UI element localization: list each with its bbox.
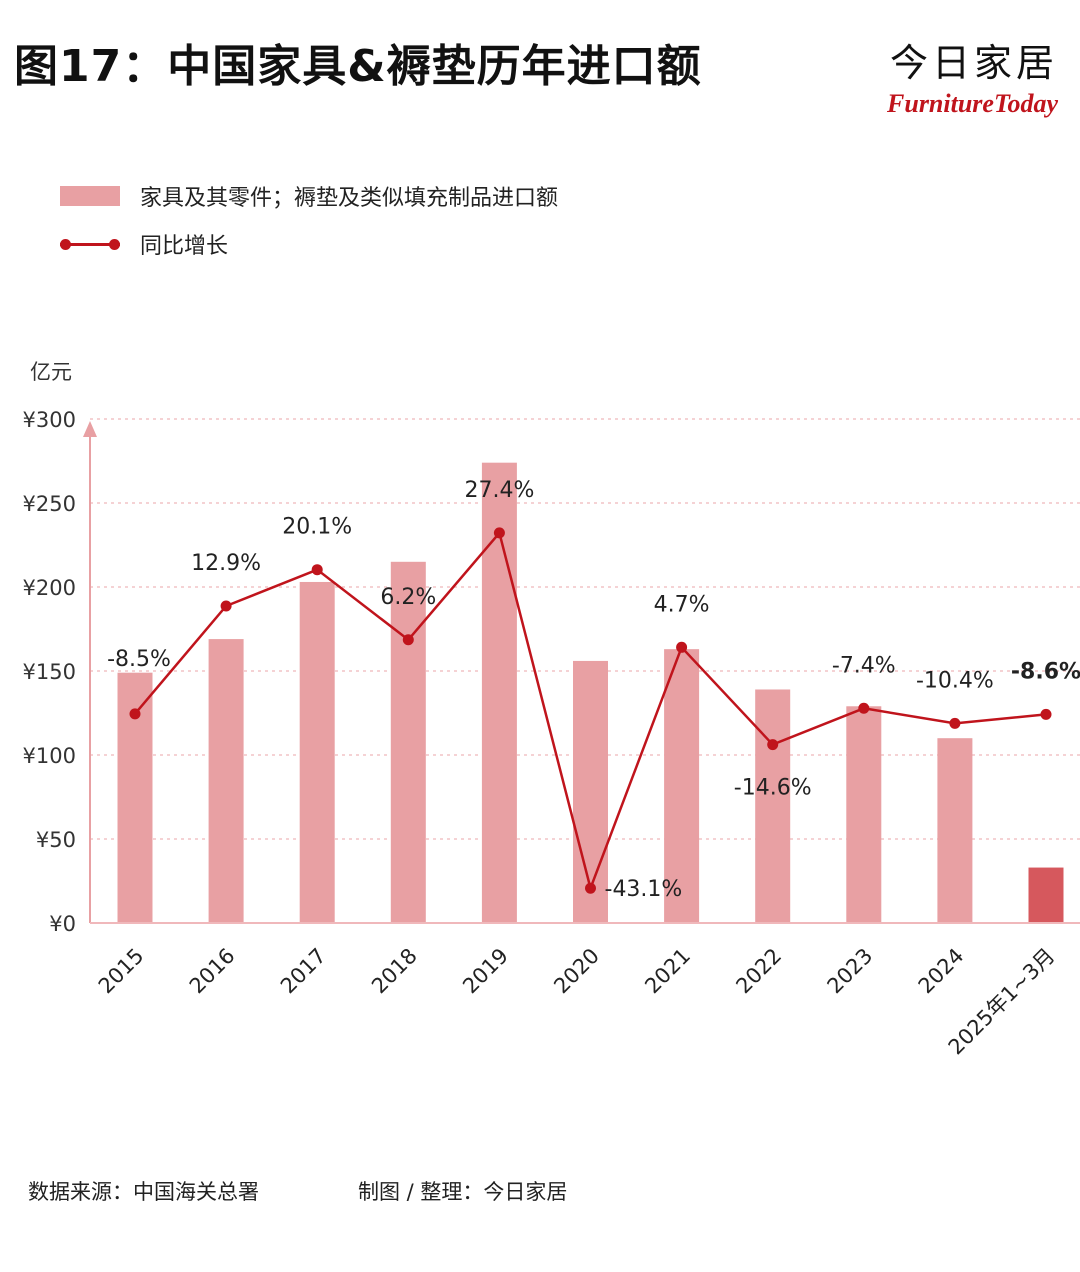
- y-tick-label: ¥150: [23, 660, 76, 684]
- x-tick-label: 2016: [185, 944, 240, 999]
- y-axis-arrow: [83, 421, 97, 437]
- y-tick-label: ¥200: [23, 576, 76, 600]
- growth-label-2023: -7.4%: [832, 653, 896, 678]
- brand-name-cn: 今日家居: [889, 41, 1058, 85]
- x-tick-label: 2017: [276, 944, 331, 999]
- chart-plot: ¥300 ¥250 ¥200 ¥150 ¥100 ¥50 ¥0 2015 2016 2017 201…: [23, 408, 1080, 1059]
- growth-point-2018: [402, 634, 414, 646]
- growth-label-2024: -10.4%: [916, 668, 994, 693]
- bar-2023: [846, 706, 882, 923]
- brand-logo: 今日家居 FurnitureToday: [887, 32, 1058, 119]
- x-tick-label: 2019: [458, 944, 513, 999]
- growth-label-2016: 12.9%: [191, 551, 261, 576]
- footer-credit: 制图 / 整理：今日家居: [358, 1180, 568, 1204]
- footer-source: 数据来源：中国海关总署: [28, 1180, 259, 1204]
- bar-2021: [664, 649, 700, 923]
- growth-label-2022: -14.6%: [734, 776, 812, 801]
- y-tick-label: ¥0: [49, 912, 76, 936]
- legend-bar-label: 家具及其零件；褥垫及类似填充制品进口额: [140, 186, 559, 211]
- legend-bar-swatch: [60, 186, 120, 206]
- growth-label-2018: 6.2%: [380, 585, 436, 610]
- x-tick-label: 2015: [94, 944, 149, 999]
- bar-2024: [937, 738, 973, 923]
- bar-2018: [390, 561, 426, 923]
- bar-2020: [573, 660, 608, 923]
- bar-2025年1~3月: [1028, 867, 1064, 923]
- y-tick-label: ¥50: [36, 828, 76, 852]
- x-tick-label: 2021: [640, 944, 695, 999]
- bar-2017: [299, 581, 335, 923]
- growth-point-2024: [949, 717, 961, 729]
- legend-item-bar: 家具及其零件；褥垫及类似填充制品进口额: [60, 172, 558, 220]
- legend-line-swatch: [60, 234, 120, 254]
- x-tick-label: 2023: [823, 944, 878, 999]
- bar-2019: [481, 462, 517, 923]
- growth-label-2015: -8.5%: [107, 647, 171, 672]
- growth-point-2019: [493, 527, 505, 539]
- x-tick-label: 2018: [367, 944, 422, 999]
- brand-name-en: FurnitureToday: [887, 89, 1058, 118]
- growth-point-2022: [767, 739, 779, 751]
- x-tick-label: 2020: [549, 944, 604, 999]
- x-tick-label: 2024: [914, 944, 969, 999]
- y-axis-unit: 亿元: [30, 360, 72, 384]
- y-tick-label: ¥250: [23, 492, 76, 516]
- bar-2016: [208, 639, 244, 923]
- growth-label-2021: 4.7%: [654, 592, 710, 617]
- y-tick-label: ¥300: [23, 408, 76, 432]
- growth-point-2016: [220, 600, 232, 612]
- growth-point-2015: [129, 708, 141, 720]
- growth-point-2021: [676, 641, 688, 653]
- x-tick-label: 2022: [731, 944, 786, 999]
- chart-title: 图17：中国家具&褥垫历年进口额: [14, 41, 702, 92]
- growth-label-2019: 27.4%: [464, 478, 534, 503]
- growth-point-2020: [585, 882, 596, 894]
- bar-2022: [755, 689, 791, 923]
- chart-legend: 家具及其零件；褥垫及类似填充制品进口额 同比增长: [60, 172, 558, 268]
- growth-point-2017: [311, 564, 323, 576]
- growth-point-2025年1~3月: [1040, 708, 1052, 720]
- growth-label-2017: 20.1%: [282, 515, 352, 540]
- growth-point-2023: [858, 702, 870, 714]
- legend-line-label: 同比增长: [140, 234, 229, 259]
- growth-label-2025年1~3月: -8.6%: [1011, 659, 1080, 684]
- y-tick-label: ¥100: [23, 744, 76, 768]
- legend-item-line: 同比增长: [60, 220, 558, 268]
- growth-label-2020: -43.1%: [605, 877, 683, 902]
